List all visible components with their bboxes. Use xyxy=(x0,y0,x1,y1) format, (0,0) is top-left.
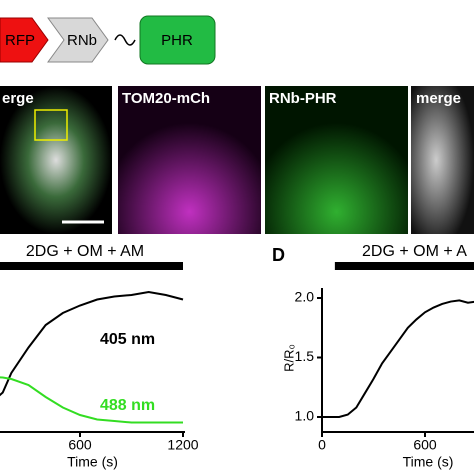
zoom-box xyxy=(34,109,68,141)
image-label: RNb-PHR xyxy=(269,90,337,107)
y-tick-label: 1.5 xyxy=(295,348,315,364)
series-label: 488 nm xyxy=(100,397,155,414)
rfp-arrow xyxy=(0,17,49,63)
linker xyxy=(114,34,136,46)
y-tick-label: 1.0 xyxy=(295,408,315,424)
rnb-arrow xyxy=(47,17,109,63)
image xyxy=(265,86,408,234)
x-axis-label: Time (s) xyxy=(67,454,118,470)
part-label: RNb xyxy=(67,32,97,49)
treatment-bar xyxy=(334,262,474,270)
treatment-bar xyxy=(0,262,183,270)
y-tick-label: 2.0 xyxy=(295,289,315,305)
phr-box xyxy=(139,15,216,65)
panel-label: D xyxy=(272,245,285,265)
trace xyxy=(0,376,183,424)
treatment-label: 2DG + OM + A xyxy=(362,243,467,260)
x-tick-label: 0 xyxy=(318,437,326,453)
trace xyxy=(0,290,184,397)
series-label: 405 nm xyxy=(100,331,155,348)
part-label: RFP xyxy=(5,32,35,49)
x-tick-label: 600 xyxy=(68,437,92,453)
image xyxy=(0,86,112,234)
image xyxy=(118,86,261,234)
x-tick-label: 600 xyxy=(413,437,437,453)
x-tick-label: 1200 xyxy=(167,437,198,453)
treatment-label: 2DG + OM + AM xyxy=(26,243,144,260)
trace xyxy=(322,299,474,418)
part-label: PHR xyxy=(161,32,193,49)
image xyxy=(411,86,474,234)
image-label: merge xyxy=(416,90,461,107)
y-axis-label: R/R₀ xyxy=(281,344,296,372)
image-label: TOM20-mCh xyxy=(122,90,210,107)
image-label: erge xyxy=(2,90,34,107)
x-axis-label: Time (s) xyxy=(403,454,454,470)
